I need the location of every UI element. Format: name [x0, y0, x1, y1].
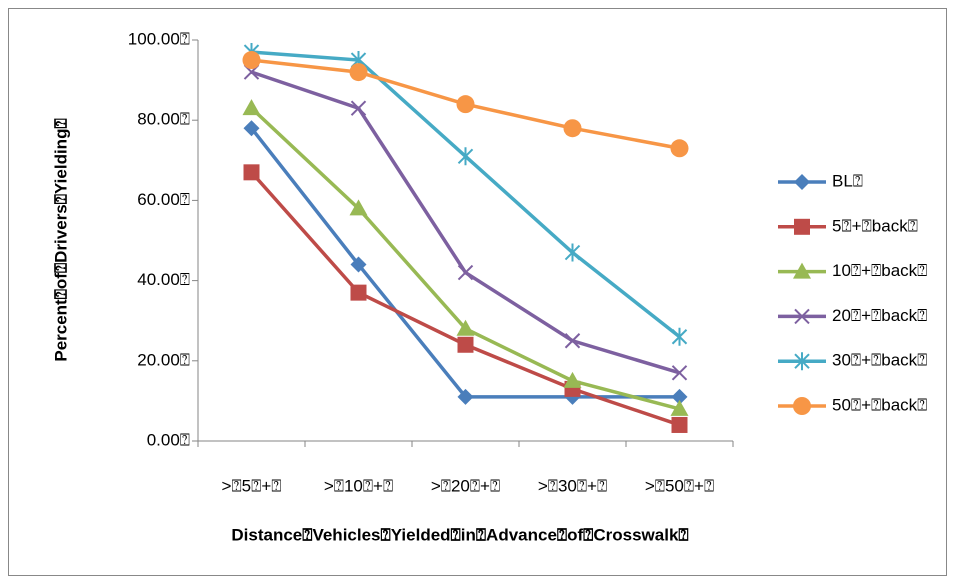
x-tick-label: >⍰30⍰+⍰: [538, 476, 607, 495]
point: [350, 284, 367, 301]
x-tick-label: >⍰10⍰+⍰: [324, 476, 393, 495]
point: [670, 139, 689, 158]
point: [671, 388, 688, 405]
point: [457, 264, 474, 281]
y-tick-label: 40.00⍰: [137, 270, 190, 289]
point: [670, 399, 689, 416]
y-tick-label: 100.00⍰: [128, 29, 190, 48]
point: [457, 388, 474, 405]
point: [563, 371, 582, 388]
point: [350, 256, 367, 273]
point: [242, 51, 261, 70]
y-tick-label: 20.00⍰: [137, 350, 190, 369]
point: [457, 336, 474, 353]
point: [349, 199, 368, 216]
legend-marker: [794, 174, 810, 190]
point: [349, 63, 368, 82]
y-axis-label: Percent⍰of⍰Drivers⍰Yielding⍰: [51, 118, 70, 361]
legend-marker: [794, 352, 810, 371]
x-axis-label: Distance⍰Vehicles⍰Yielded⍰in⍰Advance⍰of⍰…: [231, 525, 688, 544]
legend-label: 20⍰+⍰back⍰: [832, 306, 927, 325]
legend-label: 10⍰+⍰back⍰: [832, 261, 927, 280]
point: [457, 147, 474, 166]
point: [242, 99, 261, 116]
point: [671, 365, 688, 381]
legend-label: 5⍰+⍰back⍰: [832, 216, 918, 235]
legend-label: BL⍰: [832, 171, 863, 190]
legend-marker: [794, 218, 810, 235]
legend-marker: [794, 308, 810, 325]
point: [564, 243, 581, 262]
point: [456, 319, 475, 336]
x-tick-label: >⍰5⍰+⍰: [222, 476, 282, 495]
legend-label: 30⍰+⍰back⍰: [832, 351, 927, 370]
y-tick-label: 80.00⍰: [137, 110, 190, 129]
point: [671, 327, 688, 346]
legend-marker: [793, 262, 811, 279]
point: [456, 95, 475, 114]
chart-border: [8, 8, 947, 576]
point: [563, 119, 582, 138]
legend-marker: [793, 397, 811, 415]
point: [564, 333, 581, 349]
legend-label: 50⍰+⍰back⍰: [832, 395, 927, 414]
y-tick-label: 60.00⍰: [137, 190, 190, 209]
point: [350, 100, 367, 116]
point: [243, 120, 260, 137]
point: [243, 164, 260, 181]
x-tick-label: >⍰50⍰+⍰: [645, 476, 714, 495]
x-tick-label: >⍰20⍰+⍰: [431, 476, 500, 495]
y-tick-label: 0.00⍰: [147, 430, 190, 449]
point: [671, 416, 688, 433]
